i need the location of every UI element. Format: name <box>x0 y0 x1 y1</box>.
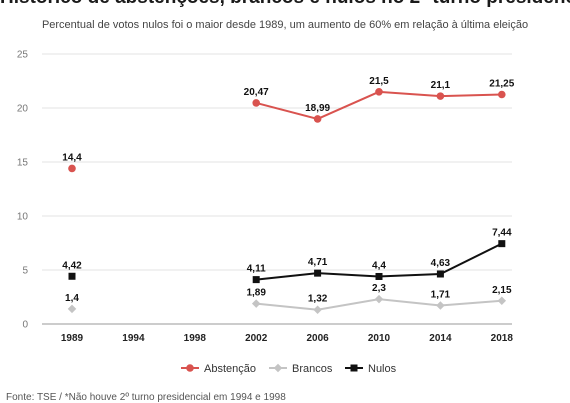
chart-subtitle: Percentual de votos nulos foi o maior de… <box>41 19 529 31</box>
data-point-abstencao <box>252 99 260 107</box>
y-tick-label: 20 <box>17 104 29 115</box>
chart-title: Histórico de abstenções, brancos e nulos… <box>0 0 570 9</box>
data-label-brancos: 1,71 <box>431 290 451 301</box>
x-tick-label: 2010 <box>368 333 391 344</box>
legend-marker-abstencao <box>186 364 194 372</box>
data-point-abstencao <box>436 92 445 100</box>
data-label-nulos: 7,44 <box>492 228 512 239</box>
data-label-brancos: 1,89 <box>246 288 266 299</box>
data-point-abstencao <box>313 115 322 123</box>
x-tick-label: 2006 <box>306 333 329 344</box>
y-tick-label: 25 <box>17 50 29 61</box>
legend-label-abstencao: Abstenção <box>204 363 256 375</box>
data-label-abstencao: 18,99 <box>305 103 330 114</box>
x-tick-label: 2014 <box>429 333 452 344</box>
data-point-nulos <box>68 272 76 280</box>
data-label-nulos: 4,11 <box>247 264 266 275</box>
x-tick-label: 2018 <box>491 333 514 344</box>
data-point-brancos <box>374 294 384 304</box>
data-label-nulos: 4,71 <box>308 257 328 268</box>
data-label-abstencao: 21,1 <box>431 80 451 91</box>
data-label-brancos: 1,32 <box>308 294 328 305</box>
series-line-abstencao <box>255 90 502 120</box>
data-label-brancos: 1,4 <box>65 293 79 304</box>
data-point-nulos <box>314 269 322 277</box>
data-point-nulos <box>252 276 260 284</box>
data-point-brancos <box>313 305 322 314</box>
data-point-abstencao <box>375 88 383 96</box>
x-tick-label: 1994 <box>122 333 145 344</box>
x-tick-label: 1989 <box>61 333 84 344</box>
data-label-nulos: 4,4 <box>372 260 386 271</box>
y-tick-label: 5 <box>22 266 28 277</box>
x-tick-label: 2002 <box>245 333 268 344</box>
data-label-abstencao: 21,25 <box>489 79 514 90</box>
legend-label-nulos: Nulos <box>368 363 397 375</box>
data-label-nulos: 4,42 <box>62 260 82 271</box>
data-point-nulos <box>375 272 383 280</box>
source-note: Fonte: TSE / *Não houve 2º turno preside… <box>6 392 286 403</box>
legend-marker-nulos <box>350 364 358 372</box>
data-point-abstencao <box>68 164 76 173</box>
data-point-abstencao <box>498 90 506 99</box>
x-tick-label: 1998 <box>184 333 207 344</box>
data-label-brancos: 2,3 <box>372 283 386 294</box>
data-label-brancos: 2,15 <box>492 285 512 296</box>
data-point-brancos <box>436 301 445 310</box>
data-point-brancos <box>251 299 261 308</box>
data-label-abstencao: 20,47 <box>244 87 269 98</box>
data-label-abstencao: 14,4 <box>62 152 82 163</box>
data-label-abstencao: 21,5 <box>369 76 389 87</box>
data-point-nulos <box>436 270 444 278</box>
legend-marker-brancos <box>273 363 283 373</box>
y-tick-label: 10 <box>17 212 29 223</box>
legend-label-brancos: Brancos <box>292 363 333 375</box>
y-tick-label: 15 <box>17 158 29 169</box>
data-point-nulos <box>498 240 506 248</box>
data-point-brancos <box>497 296 507 306</box>
data-label-nulos: 4,63 <box>431 258 451 269</box>
data-point-brancos <box>67 304 77 314</box>
y-tick-label: 0 <box>22 320 28 331</box>
